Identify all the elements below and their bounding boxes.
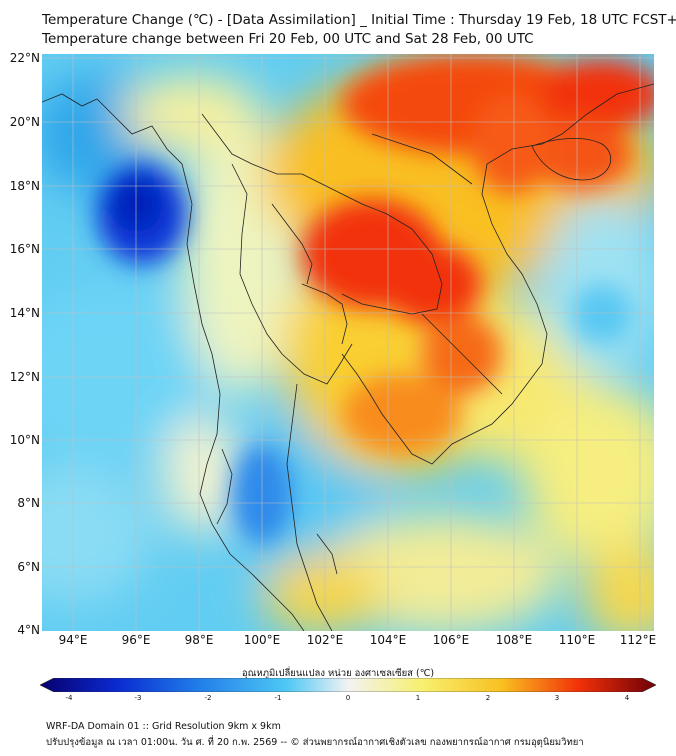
lon-label-106e: 106°E (432, 633, 470, 647)
graticule (42, 54, 654, 631)
colorbar-tick: -3 (134, 694, 142, 702)
lon-label-104e: 104°E (369, 633, 407, 647)
colorbar-tick: 2 (485, 694, 491, 702)
colorbar (40, 678, 656, 692)
lat-label-4n: 4°N (17, 623, 40, 637)
lon-label-102e: 102°E (306, 633, 344, 647)
lat-label-14n: 14°N (9, 306, 40, 320)
colorbar-tick: -2 (204, 694, 212, 702)
colorbar-tick: 1 (415, 694, 421, 702)
map-canvas (42, 54, 654, 631)
lat-label-20n: 20°N (9, 115, 40, 129)
colorbar-gradient (40, 678, 656, 692)
lat-label-16n: 16°N (9, 242, 40, 256)
coastlines-borders (42, 83, 654, 631)
temperature-change-map (42, 54, 654, 631)
lon-label-94e: 94°E (58, 633, 88, 647)
lat-label-6n: 6°N (17, 560, 40, 574)
colorbar-title: อุณหภูมิเปลี่ยนแปลง หน่วย องศาเซลเซียส (… (241, 668, 435, 679)
lon-label-100e: 100°E (243, 633, 281, 647)
lon-label-112e: 112°E (619, 633, 657, 647)
map-subtitle: Temperature change between Fri 20 Feb, 0… (42, 31, 534, 47)
colorbar-tick: -4 (65, 694, 73, 702)
colorbar-tick: 4 (624, 694, 630, 702)
lat-label-12n: 12°N (9, 370, 40, 384)
model-info: WRF-DA Domain 01 :: Grid Resolution 9km … (46, 721, 281, 732)
lon-label-110e: 110°E (558, 633, 596, 647)
lat-label-8n: 8°N (17, 496, 40, 510)
colorbar-tick: 3 (554, 694, 560, 702)
map-title: Temperature Change (℃) - [Data Assimilat… (42, 12, 676, 28)
colorbar-tick: -1 (274, 694, 282, 702)
lon-label-108e: 108°E (495, 633, 533, 647)
lon-label-96e: 96°E (121, 633, 151, 647)
colorbar-tick: 0 (345, 694, 351, 702)
lat-label-22n: 22°N (9, 51, 40, 65)
lat-label-18n: 18°N (9, 179, 40, 193)
update-credit: ปรับปรุงข้อมูล ณ เวลา 01:00น. วัน ศ. ที่… (46, 737, 584, 748)
lon-label-98e: 98°E (184, 633, 214, 647)
lat-label-10n: 10°N (9, 433, 40, 447)
